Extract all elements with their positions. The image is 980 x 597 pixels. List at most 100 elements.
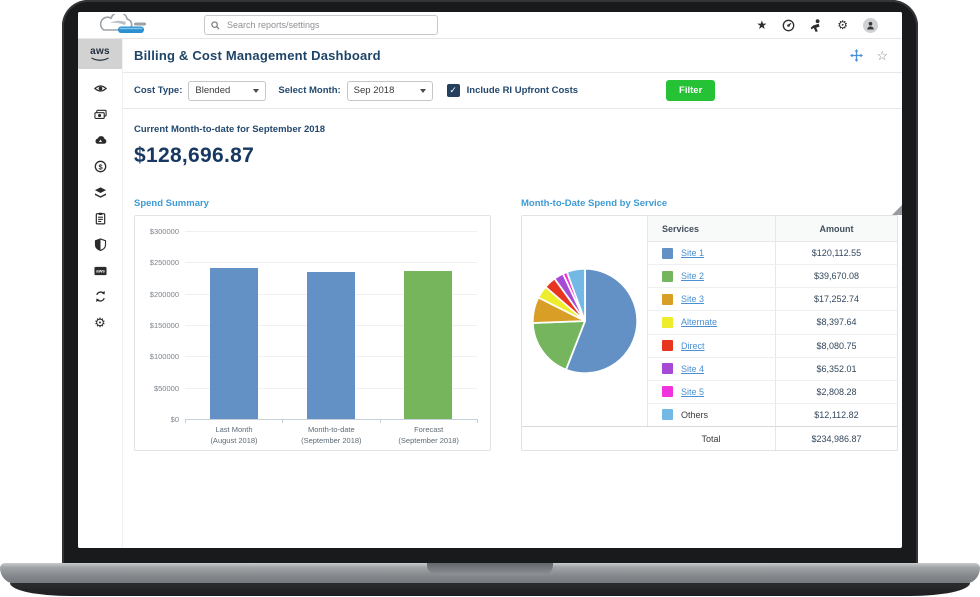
sidebar-icons: $ aws <box>78 69 122 329</box>
corner-fold <box>892 200 902 215</box>
table-row: Direct $8,080.75 <box>648 334 897 358</box>
service-link[interactable]: Site 5 <box>681 386 705 397</box>
pie-slice-site-2[interactable] <box>531 320 586 371</box>
filter-button[interactable]: Filter <box>666 80 716 101</box>
laptop-notch <box>427 563 553 575</box>
gridline <box>185 419 477 420</box>
legend-swatch <box>662 316 673 328</box>
service-amount: $39,670.08 <box>775 265 897 288</box>
service-table: Services Amount Site 1 $120,112.55 Site 2 $… <box>647 216 897 426</box>
gear-icon[interactable]: ⚙ <box>94 315 106 330</box>
aws-smile-icon <box>91 56 109 61</box>
y-axis-tick-label: $50000 <box>153 383 179 393</box>
total-label: Total <box>701 433 721 444</box>
service-amount: $8,397.64 <box>775 311 897 334</box>
brand-cloud-logo <box>99 14 146 33</box>
service-amount: $2,808.28 <box>775 380 897 403</box>
avatar[interactable] <box>863 17 878 33</box>
service-link[interactable]: Site 1 <box>681 248 705 259</box>
total-row: Total $234,986.87 <box>522 426 897 450</box>
table-row: Site 4 $6,352.01 <box>648 357 897 381</box>
cloud-icon[interactable] <box>94 134 107 147</box>
clipboard-icon[interactable] <box>94 212 107 225</box>
service-link[interactable]: Alternate <box>681 317 718 328</box>
spend-summary-chart: $300000 $250000 $200000 $150000 $100000 $5000… <box>134 215 491 451</box>
spend-by-service-section: Month-to-Date Spend by Service S <box>521 198 902 451</box>
legend-swatch <box>662 270 673 282</box>
laptop-screen-bezel: ★ ⚙ <box>62 0 918 566</box>
kpi-label: Current Month-to-date for September 2018 <box>134 124 326 135</box>
gridline <box>185 262 477 264</box>
y-axis-tick-label: $250000 <box>149 258 179 268</box>
sidebar-item-aws-home[interactable]: aws <box>78 39 122 69</box>
dollar-coin-icon[interactable]: $ <box>94 160 107 173</box>
bar-2[interactable] <box>307 271 355 419</box>
legend-swatch <box>662 386 673 398</box>
layers-icon[interactable] <box>94 186 107 199</box>
cost-type-label: Cost Type: <box>134 85 183 96</box>
table-row: Others $12,112.82 <box>648 403 897 426</box>
legend-swatch <box>662 340 673 352</box>
charts-row: Spend Summary $300000 $250000 $200000 $1500… <box>123 198 902 451</box>
pie-slice-others[interactable] <box>565 267 586 322</box>
star-outline-icon[interactable]: ☆ <box>876 48 888 63</box>
services-column-header: Services <box>662 223 700 234</box>
y-axis-tick-label: $200000 <box>149 289 179 299</box>
search-input[interactable] <box>225 19 431 31</box>
table-row: Site 1 $120,112.55 <box>648 242 897 266</box>
y-axis-tick-label: $150000 <box>149 321 179 330</box>
spend-by-service-panel: Services Amount Site 1 $120,112.55 Site 2 $… <box>521 215 898 451</box>
sidebar: aws <box>78 39 123 548</box>
topbar: ★ ⚙ <box>78 12 902 39</box>
screen-content: ★ ⚙ <box>78 12 902 548</box>
move-icon[interactable] <box>850 49 864 62</box>
table-row: Site 2 $39,670.08 <box>648 265 897 289</box>
page-title: Billing & Cost Management Dashboard <box>134 48 381 63</box>
star-icon[interactable]: ★ <box>756 18 768 32</box>
bar-1[interactable] <box>209 267 258 419</box>
topbar-icons: ★ ⚙ <box>756 17 878 33</box>
service-pie-chart <box>522 216 647 426</box>
clock-icon[interactable] <box>782 19 795 32</box>
x-axis-category-label: Forecast (September 2018) <box>398 425 459 445</box>
legend-swatch <box>662 363 673 375</box>
x-axis-tick <box>477 419 478 423</box>
service-link[interactable]: Direct <box>681 340 705 351</box>
month-value: Sep 2018 <box>353 85 395 96</box>
ri-upfront-label: Include RI Upfront Costs <box>466 85 579 96</box>
kpi-section: Current Month-to-date for September 2018… <box>123 109 902 168</box>
eye-icon[interactable] <box>93 82 107 95</box>
pie-slice-site-1[interactable] <box>564 267 638 375</box>
ri-upfront-checkbox[interactable] <box>446 84 460 97</box>
bar-3[interactable] <box>404 271 453 419</box>
money-icon[interactable] <box>93 108 107 121</box>
aws-badge-icon[interactable]: aws <box>93 264 107 277</box>
search-box[interactable] <box>204 15 438 35</box>
aws-logo: aws <box>90 45 110 57</box>
spend-summary-title: Spend Summary <box>134 198 209 209</box>
legend-swatch <box>662 409 673 421</box>
x-axis-tick <box>379 419 381 423</box>
amount-column-header: Amount <box>775 216 897 241</box>
user-icon[interactable] <box>810 18 822 32</box>
table-row: Site 3 $17,252.74 <box>648 288 897 312</box>
spend-by-service-title: Month-to-Date Spend by Service <box>521 198 668 209</box>
laptop-base <box>0 563 980 584</box>
sync-icon[interactable] <box>94 290 107 303</box>
service-amount: $17,252.74 <box>775 288 897 311</box>
table-row: Alternate $8,397.64 <box>648 311 897 335</box>
service-link[interactable]: Site 2 <box>681 271 705 282</box>
shield-icon[interactable] <box>94 238 107 251</box>
x-axis-category-label: Month-to-date (September 2018) <box>301 425 362 445</box>
filter-bar: Cost Type: Blended Select Month: Sep 201… <box>123 73 902 109</box>
month-select[interactable]: Sep 2018 <box>346 80 433 101</box>
cost-type-select[interactable]: Blended <box>188 80 267 101</box>
service-link[interactable]: Site 4 <box>681 363 705 374</box>
gear-icon[interactable]: ⚙ <box>837 18 848 32</box>
service-amount: $6,352.01 <box>775 357 897 380</box>
service-link[interactable]: Site 3 <box>681 294 705 305</box>
main-content: Billing & Cost Management Dashboard ☆ <box>123 39 902 548</box>
gridline <box>185 231 477 232</box>
svg-text:$: $ <box>98 162 103 171</box>
service-amount: $12,112.82 <box>775 403 897 426</box>
